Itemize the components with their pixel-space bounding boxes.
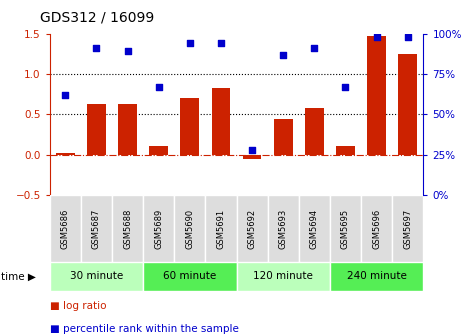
Bar xyxy=(87,104,105,155)
Bar xyxy=(50,195,81,262)
Bar xyxy=(330,195,361,262)
Bar xyxy=(367,36,386,155)
Bar xyxy=(211,88,230,155)
Bar xyxy=(274,119,292,155)
Bar xyxy=(174,195,205,262)
Text: ■ percentile rank within the sample: ■ percentile rank within the sample xyxy=(50,324,238,334)
Text: GSM5694: GSM5694 xyxy=(310,208,319,249)
Text: GSM5688: GSM5688 xyxy=(123,208,132,249)
Point xyxy=(124,49,131,54)
Bar xyxy=(180,98,199,155)
Text: GSM5689: GSM5689 xyxy=(154,208,163,249)
Text: GSM5690: GSM5690 xyxy=(185,208,194,249)
Bar xyxy=(299,195,330,262)
Text: time ▶: time ▶ xyxy=(1,271,36,281)
Point xyxy=(248,147,256,153)
Bar xyxy=(56,153,75,155)
Point xyxy=(217,41,225,46)
Point xyxy=(342,84,349,89)
Text: 30 minute: 30 minute xyxy=(70,271,123,281)
Point xyxy=(404,34,412,40)
Text: 60 minute: 60 minute xyxy=(163,271,217,281)
Bar xyxy=(268,195,299,262)
Text: GSM5687: GSM5687 xyxy=(92,208,101,249)
Bar xyxy=(81,195,112,262)
Point xyxy=(311,45,318,51)
Text: GSM5691: GSM5691 xyxy=(217,208,226,249)
Text: GSM5686: GSM5686 xyxy=(61,208,70,249)
Bar xyxy=(336,146,355,155)
Text: GDS312 / 16099: GDS312 / 16099 xyxy=(40,10,155,24)
Text: GSM5693: GSM5693 xyxy=(279,208,288,249)
Bar xyxy=(236,195,268,262)
Text: ■ log ratio: ■ log ratio xyxy=(50,301,106,311)
Bar xyxy=(236,262,330,291)
Bar xyxy=(50,262,143,291)
Point xyxy=(93,45,100,51)
Bar xyxy=(330,262,423,291)
Bar xyxy=(143,195,174,262)
Point xyxy=(155,84,162,89)
Bar xyxy=(243,155,262,159)
Bar xyxy=(392,195,423,262)
Bar xyxy=(118,104,137,155)
Point xyxy=(186,41,193,46)
Text: GSM5695: GSM5695 xyxy=(341,208,350,249)
Point xyxy=(61,92,69,97)
Text: 240 minute: 240 minute xyxy=(347,271,407,281)
Point xyxy=(373,34,380,40)
Text: GSM5692: GSM5692 xyxy=(247,208,256,249)
Bar xyxy=(143,262,236,291)
Bar xyxy=(205,195,236,262)
Text: GSM5697: GSM5697 xyxy=(403,208,412,249)
Bar xyxy=(398,54,417,155)
Text: 120 minute: 120 minute xyxy=(253,271,313,281)
Point xyxy=(280,52,287,57)
Text: GSM5696: GSM5696 xyxy=(372,208,381,249)
Bar xyxy=(305,108,324,155)
Bar xyxy=(361,195,392,262)
Bar xyxy=(149,146,168,155)
Bar xyxy=(112,195,143,262)
